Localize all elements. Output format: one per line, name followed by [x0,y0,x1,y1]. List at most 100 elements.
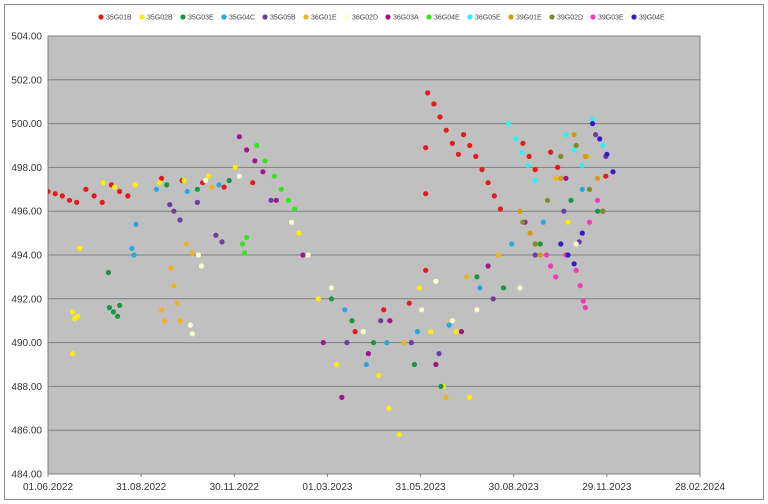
data-point [453,329,459,335]
data-point [352,329,358,335]
data-point [378,318,384,324]
x-axis-ticks: 01.06.2022 31.08.2022 30.11.2022 01.03.2023… [23,474,725,493]
series-35G03E [105,177,601,389]
data-point [260,169,266,175]
data-point [419,307,425,313]
data-point [532,241,538,247]
data-point [595,175,601,181]
data-points [48,90,616,438]
x-tick-label: 31.08.2022 [116,482,166,493]
data-point [271,173,277,179]
data-point [370,340,377,346]
data-point [525,162,531,168]
data-point [396,432,402,438]
data-point [334,361,340,368]
data-point [305,252,311,258]
data-point [262,158,268,164]
data-point [558,153,564,159]
legend-label: 36G02D [352,15,378,22]
data-point [548,149,554,155]
y-tick-label: 486.00 [11,426,42,437]
data-point [167,202,173,208]
data-point [532,167,538,173]
legend-marker [262,14,268,20]
data-point [339,394,345,400]
data-point [129,245,135,251]
data-point [187,322,193,328]
x-tick-label: 01.03.2023 [302,482,352,493]
data-point [579,230,585,236]
series-36G02D [187,173,579,337]
data-point [593,132,599,138]
legend-marker [385,14,391,20]
data-point [509,241,515,247]
data-point [589,116,596,122]
data-point [497,206,503,212]
data-point [328,296,335,302]
data-point [360,329,366,335]
series-36G05E [506,116,606,184]
x-tick-label: 30.08.2023 [489,482,539,493]
data-point [244,234,250,241]
data-point [342,307,348,313]
data-point [571,132,577,138]
legend-marker [98,14,104,20]
data-point [436,351,442,357]
data-point [209,184,215,190]
data-point [526,153,532,159]
data-point [589,121,596,127]
series-35G04C [129,182,585,368]
data-point [423,267,429,273]
y-tick-label: 494.00 [11,251,42,262]
x-tick-label: 30.11.2022 [210,482,260,493]
data-point [195,252,202,258]
data-point [66,197,73,203]
data-point [543,252,550,258]
y-tick-label: 504.00 [11,32,42,43]
data-point [532,252,538,258]
data-point [558,241,564,247]
data-point [174,300,180,306]
data-point [433,361,439,368]
legend-marker [344,14,350,20]
legend-label: 35G04C [229,15,255,22]
data-point [110,309,117,315]
x-tick-label: 28.02.2024 [675,482,725,493]
data-point [571,147,577,153]
x-tick-label: 31.05.2023 [396,482,446,493]
data-point [474,274,480,280]
data-point [519,149,525,155]
data-point [449,318,455,324]
data-point [189,331,195,337]
data-point [586,186,593,192]
data-point [99,199,105,205]
data-point [573,142,579,149]
legend-marker [549,14,555,20]
data-point [219,239,225,245]
data-point [573,241,579,247]
data-point [433,278,439,284]
data-point [561,208,567,214]
data-point [603,173,609,179]
data-point [106,305,112,311]
data-point [203,177,209,184]
data-point [285,197,292,203]
series-39G04E [558,121,616,267]
legend-marker [426,14,432,20]
data-point [194,186,200,192]
data-point [467,142,473,149]
data-point [495,252,501,258]
data-point [239,241,246,247]
data-point [254,142,260,149]
data-point [216,182,222,188]
legend-label: 39G04E [639,15,665,22]
legend-marker [180,14,186,20]
data-point [162,318,168,324]
data-point [132,182,138,188]
series-39G02D [520,142,606,247]
data-point [177,318,183,324]
data-point [437,114,443,120]
data-point [363,361,369,368]
data-point [171,208,177,214]
